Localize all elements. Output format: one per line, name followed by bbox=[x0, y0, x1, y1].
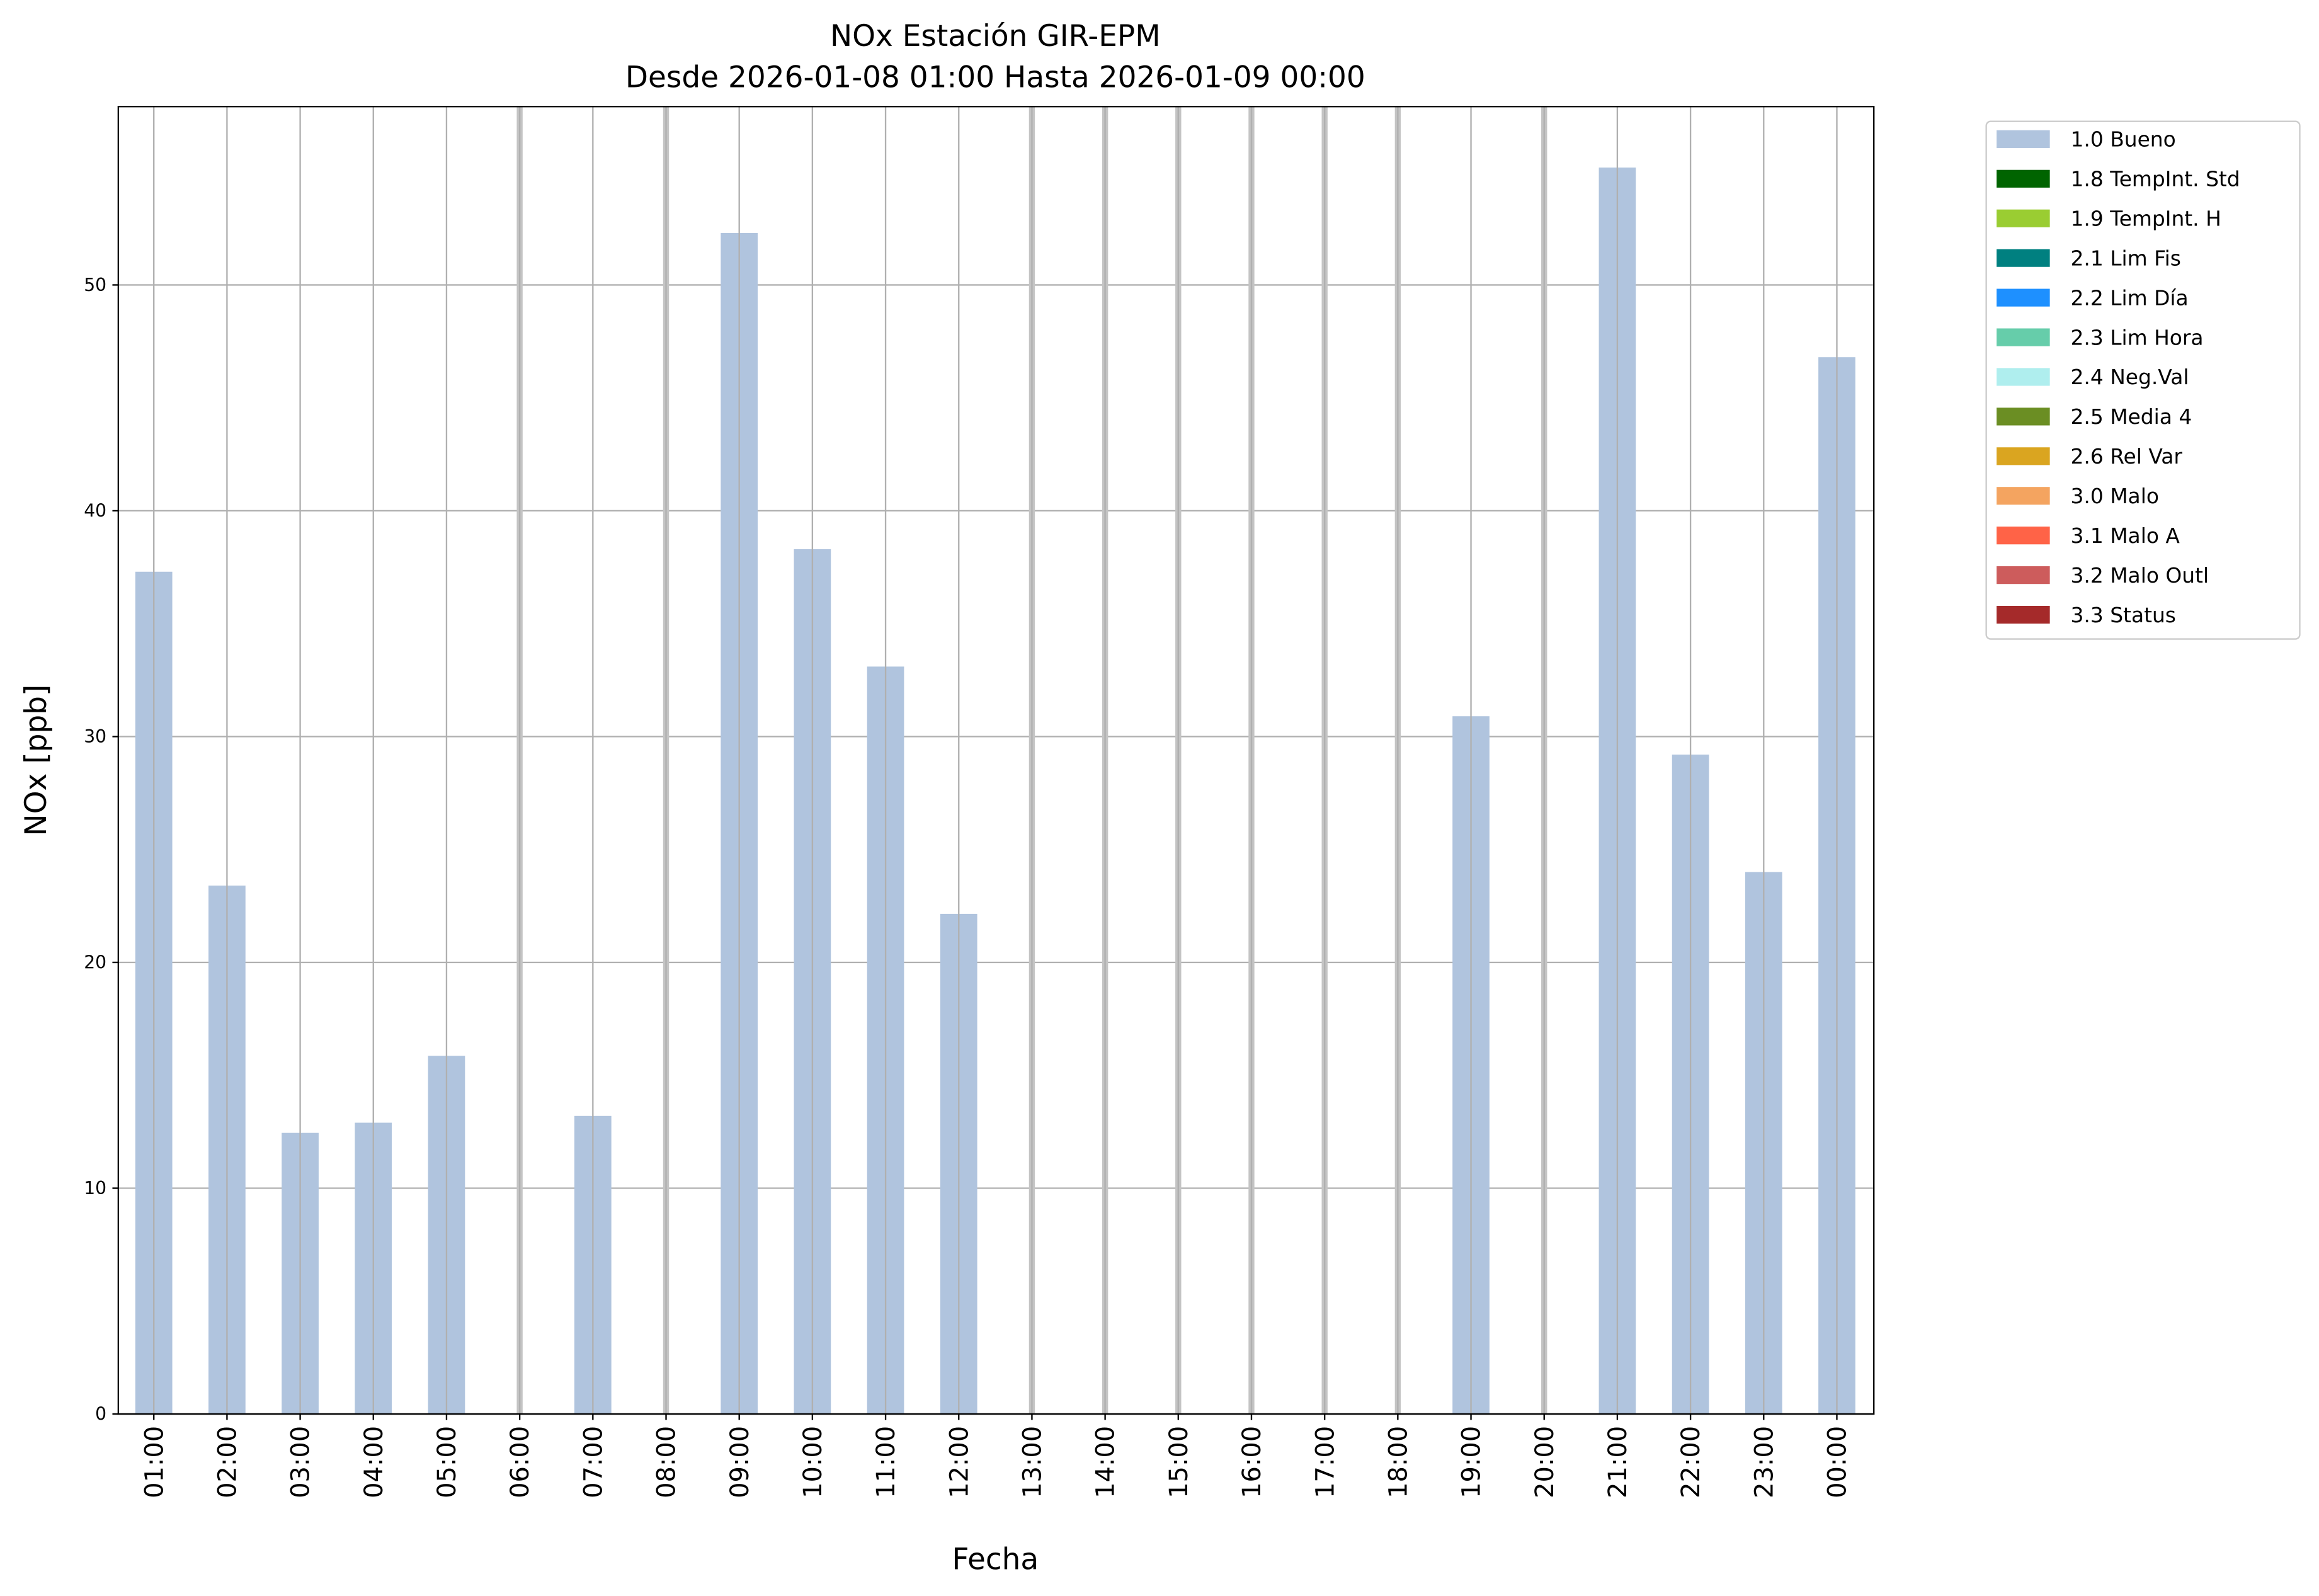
legend-swatch bbox=[1997, 209, 2050, 227]
legend-swatch bbox=[1997, 288, 2050, 307]
legend-label: 2.3 Lim Hora bbox=[2071, 325, 2204, 350]
x-tick-label: 15:00 bbox=[1165, 1426, 1194, 1498]
y-axis: 0 10 20 30 40 50 bbox=[84, 275, 118, 1424]
x-tick-label: 01:00 bbox=[140, 1426, 169, 1498]
x-tick-label: 18:00 bbox=[1384, 1426, 1413, 1498]
legend-label: 2.1 Lim Fis bbox=[2071, 246, 2181, 270]
y-tick-label: 30 bbox=[84, 726, 106, 747]
y-tick-label: 20 bbox=[84, 952, 106, 972]
x-tick-label: 05:00 bbox=[433, 1426, 462, 1498]
chart-title: NOx Estación GIR-EPM bbox=[830, 19, 1161, 54]
legend-swatch bbox=[1997, 328, 2050, 346]
legend-swatch bbox=[1997, 408, 2050, 426]
legend-frame bbox=[1985, 120, 2301, 640]
x-tick-label: 06:00 bbox=[506, 1426, 535, 1498]
x-axis-label: Fecha bbox=[952, 1542, 1039, 1577]
x-tick-label: 02:00 bbox=[213, 1426, 242, 1498]
x-tick-label: 03:00 bbox=[287, 1426, 316, 1498]
legend-label: 3.1 Malo A bbox=[2071, 523, 2180, 548]
y-tick-label: 50 bbox=[84, 275, 106, 295]
plot-frame bbox=[117, 106, 1875, 1415]
bars bbox=[135, 106, 1855, 1415]
legend-label: 1.9 TempInt. H bbox=[2071, 206, 2221, 231]
x-tick-label: 23:00 bbox=[1750, 1426, 1779, 1498]
x-tick-label: 11:00 bbox=[872, 1426, 901, 1498]
x-tick-label: 20:00 bbox=[1530, 1426, 1559, 1498]
x-tick-label: 21:00 bbox=[1604, 1426, 1632, 1498]
x-tick-label: 14:00 bbox=[1091, 1426, 1120, 1498]
x-tick-label: 22:00 bbox=[1677, 1426, 1706, 1498]
legend-swatch bbox=[1997, 527, 2050, 545]
x-tick-label: 10:00 bbox=[799, 1426, 828, 1498]
y-tick-label: 0 bbox=[95, 1403, 106, 1424]
legend-swatch bbox=[1997, 566, 2050, 584]
legend-label: 1.0 Bueno bbox=[2071, 127, 2176, 152]
legend-swatch bbox=[1997, 169, 2050, 188]
legend-label: 2.4 Neg.Val bbox=[2071, 365, 2189, 389]
legend-label: 3.2 Malo Outl bbox=[2071, 563, 2209, 588]
x-tick-label: 04:00 bbox=[360, 1426, 389, 1498]
legend-label: 2.2 Lim Día bbox=[2071, 285, 2189, 310]
x-tick-label: 12:00 bbox=[945, 1426, 974, 1498]
x-tick-label: 08:00 bbox=[652, 1426, 681, 1498]
legend: 1.0 Bueno 1.8 TempInt. Std 1.9 TempInt. H 2… bbox=[1985, 120, 2301, 640]
x-tick-label: 17:00 bbox=[1311, 1426, 1340, 1498]
legend-swatch bbox=[1997, 487, 2050, 505]
legend-label: 1.8 TempInt. Std bbox=[2071, 167, 2240, 191]
legend-label: 3.3 Status bbox=[2071, 603, 2176, 627]
legend-swatch bbox=[1997, 249, 2050, 267]
chart-subtitle: Desde 2026-01-08 01:00 Hasta 2026-01-09 … bbox=[625, 60, 1365, 95]
legend-swatch bbox=[1997, 368, 2050, 386]
y-axis-label: NOx [ppb] bbox=[19, 685, 54, 836]
x-tick-label: 09:00 bbox=[726, 1426, 755, 1498]
y-tick-label: 10 bbox=[84, 1178, 106, 1199]
x-tick-label: 07:00 bbox=[579, 1426, 608, 1498]
legend-swatch bbox=[1997, 605, 2050, 624]
x-tick-label: 16:00 bbox=[1238, 1426, 1267, 1498]
x-tick-label: 19:00 bbox=[1457, 1426, 1486, 1498]
legend-label: 3.0 Malo bbox=[2071, 484, 2159, 508]
legend-label: 2.5 Media 4 bbox=[2071, 404, 2192, 429]
x-tick-label: 00:00 bbox=[1823, 1426, 1852, 1498]
x-axis: 01:00 02:00 03:00 04:00 05:00 06:00 07:00 08:00… bbox=[140, 1414, 1852, 1498]
legend-swatch bbox=[1997, 447, 2050, 465]
legend-swatch bbox=[1997, 130, 2050, 148]
x-tick-label: 13:00 bbox=[1018, 1426, 1047, 1498]
legend-label: 2.6 Rel Var bbox=[2071, 444, 2183, 469]
y-tick-label: 40 bbox=[84, 500, 106, 521]
